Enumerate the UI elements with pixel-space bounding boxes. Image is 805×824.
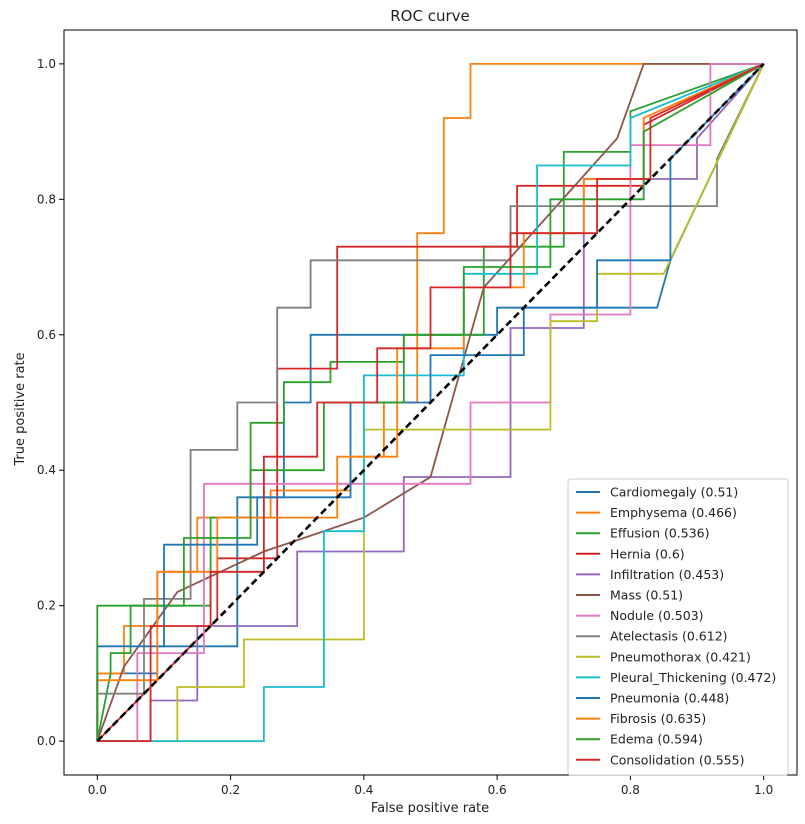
legend-label: Consolidation (0.555) — [610, 752, 744, 767]
y-tick-label: 1.0 — [37, 57, 56, 71]
legend-label: Nodule (0.503) — [610, 608, 704, 623]
x-tick-label: 0.2 — [221, 783, 240, 797]
legend-label: Cardiomegaly (0.51) — [610, 485, 738, 500]
roc-line-nodule — [97, 63, 764, 742]
plot-frame — [63, 29, 798, 776]
legend-label: Pleural_Thickening (0.472) — [610, 670, 776, 685]
x-tick-label: 0.6 — [488, 783, 507, 797]
chance-diagonal — [96, 62, 765, 743]
y-axis-label: True positive rate — [13, 352, 28, 466]
chart-title: ROC curve — [390, 7, 470, 25]
x-axis-label: False positive rate — [371, 801, 489, 816]
legend-label: Hernia (0.6) — [610, 546, 685, 561]
x-tick-label: 0.4 — [354, 783, 373, 797]
legend-label: Pneumonia (0.448) — [610, 691, 729, 706]
legend-label: Edema (0.594) — [610, 732, 703, 747]
x-tick-label: 0.0 — [88, 783, 107, 797]
x-tick-label: 0.8 — [621, 783, 640, 797]
y-tick-label: 0.8 — [37, 192, 56, 206]
y-tick-label: 0.2 — [37, 599, 56, 613]
roc-line-consolidation — [97, 63, 765, 742]
roc-line-atelectasis — [96, 63, 765, 742]
roc-line-edema — [96, 63, 765, 742]
legend-label: Pneumothorax (0.421) — [610, 649, 751, 664]
legend-label: Fibrosis (0.635) — [610, 711, 706, 726]
y-tick-label: 0.6 — [37, 328, 56, 342]
legend-box — [567, 478, 789, 776]
legend-label: Mass (0.51) — [610, 588, 683, 603]
legend-label: Infiltration (0.453) — [610, 567, 724, 582]
x-tick-label: 1.0 — [754, 783, 773, 797]
legend: Cardiomegaly (0.51) Emphysema (0.466) Effu… — [567, 478, 789, 776]
roc-line-pleural-thickening — [97, 63, 765, 742]
legend-label: Emphysema (0.466) — [610, 505, 737, 520]
roc-line-hernia — [96, 63, 765, 742]
legend-label: Atelectasis (0.612) — [610, 629, 728, 644]
diagonal-line — [96, 62, 765, 743]
legend-label: Effusion (0.536) — [610, 526, 710, 541]
axes: 0.0 0.2 0.4 0.6 0.8 1.0 0.0 0.2 0.4 0.6 0.8 1.0 — [37, 29, 798, 797]
y-tick-label: 0.4 — [37, 463, 56, 477]
y-tick-label: 0.0 — [37, 734, 56, 748]
